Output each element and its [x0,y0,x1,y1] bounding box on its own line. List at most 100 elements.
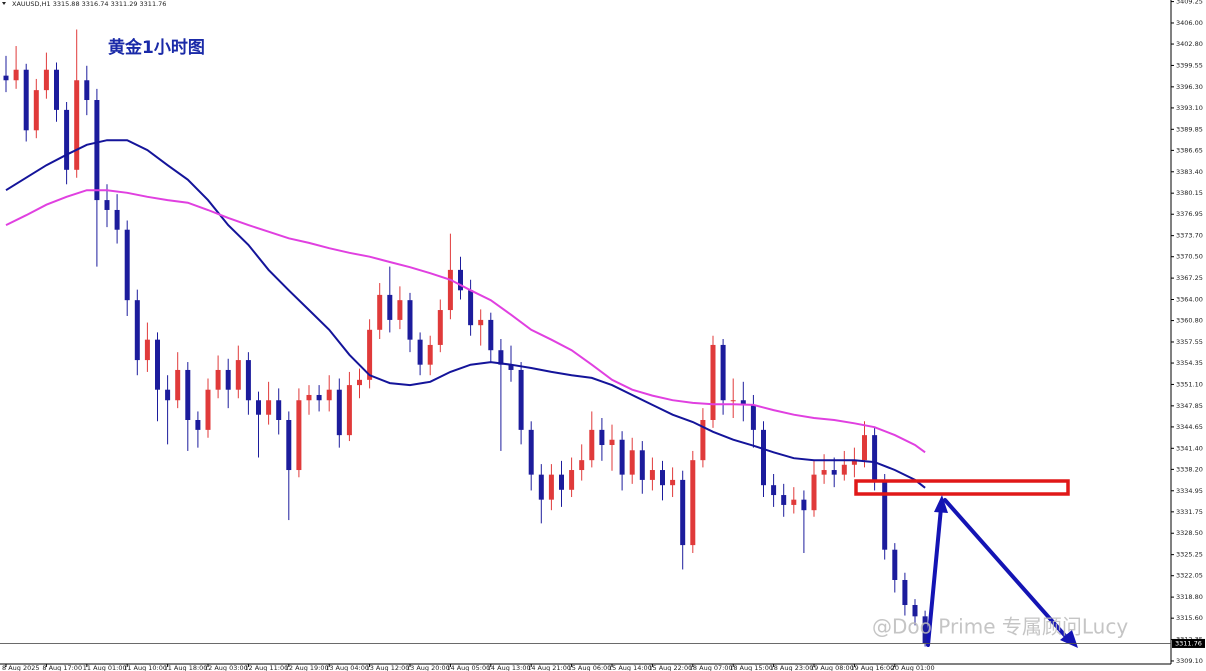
arrow-up [926,506,943,647]
candle-body [841,464,847,475]
y-tick-label: 3318.80 [1176,593,1203,601]
x-tick-label: 12 Aug 03:00 [204,664,248,671]
candle-body [680,479,686,546]
candle-body [185,369,191,420]
candle-body [195,419,201,430]
candle-body [730,400,736,402]
candle-body [781,495,787,505]
candle-body [245,360,251,401]
candle-body [306,394,312,401]
y-tick-label: 3309.10 [1176,657,1203,665]
candle-body [346,385,352,436]
candle-body [740,400,746,405]
y-tick-label: 3370.50 [1176,253,1203,261]
y-tick-label: 3386.65 [1176,146,1203,154]
candle-body [750,404,756,430]
candle-body [548,474,554,500]
candle-body [407,300,413,340]
plot-area [3,29,928,647]
candle-body [639,450,645,480]
y-tick-label: 3357.55 [1176,338,1203,346]
x-tick-label: 13 Aug 04:00 [325,664,369,671]
candle-body [134,300,140,361]
candle-body [468,290,474,326]
candle-body [33,90,39,131]
candle-body [114,209,120,230]
candle-body [670,479,676,486]
x-tick-label: 13 Aug 12:00 [366,664,410,671]
candle-body [478,319,484,326]
candle-body [912,605,918,617]
x-tick-label: 11 Aug 10:00 [123,664,167,671]
candle-body [377,294,383,330]
y-tick-label: 3393.10 [1176,104,1203,112]
x-tick-label: 11 Aug 01:00 [83,664,127,671]
y-tick-label: 3322.05 [1176,572,1203,580]
x-tick-label: 19 Aug 16:00 [850,664,894,671]
y-tick-label: 3338.20 [1176,465,1203,473]
candle-body [165,389,171,401]
candle-body [579,460,585,471]
candle-body [700,419,706,461]
candle-body [922,616,928,644]
candle-body [528,429,534,475]
chart-title: 黄金1小时图 [108,37,205,58]
candle-body [276,400,282,420]
candle-body [619,439,625,475]
x-tick-label: 15 Aug 14:00 [608,664,652,671]
candle-body [316,394,322,401]
moving-average [5,139,926,489]
y-tick-label: 3344.65 [1176,423,1203,431]
candle-body [124,229,130,301]
candle-body [175,369,181,401]
candle-body [84,80,90,101]
forecast-arrows [926,498,1070,647]
candle-body [821,470,827,475]
resistance-box [854,479,1070,496]
candle-body [64,109,70,170]
y-tick-label: 3389.85 [1176,125,1203,133]
candle-body [225,369,231,390]
candle-body [872,435,878,480]
candle-body [427,344,433,365]
candle-body [902,579,908,606]
candle-body [538,474,544,500]
candle-body [155,339,160,390]
header-icon [2,2,6,5]
candle-body [144,339,150,361]
y-tick-label: 3351.10 [1176,380,1203,388]
candle-body [215,369,221,390]
candle-body [326,389,332,401]
candle-body [23,69,29,131]
y-tick-label: 3376.95 [1176,210,1203,218]
candle-body [629,450,635,475]
candle-body [589,429,595,461]
candle-body [892,549,898,580]
candle-body [831,470,837,475]
candle-body [13,69,19,81]
candle-body [720,344,726,401]
y-tick-label: 3315.60 [1176,614,1203,622]
candle-body [104,200,110,210]
symbol-header: XAUUSD,H1 3315.88 3316.74 3311.29 3311.7… [12,0,166,8]
x-tick-label: 20 Aug 01:00 [891,664,935,671]
y-tick-label: 3409.25 [1176,0,1203,6]
x-tick-label: 8 Aug 17:00 [42,664,82,671]
candle-body [882,479,888,550]
y-tick-label: 3380.15 [1176,189,1203,197]
candle-body [851,460,857,465]
y-tick-label: 3406.00 [1176,19,1203,27]
candle-body [94,100,100,201]
y-tick-label: 3367.25 [1176,274,1203,282]
y-tick-label: 3347.85 [1176,402,1203,410]
y-tick-label: 3399.55 [1176,61,1203,69]
x-tick-label: 14 Aug 05:00 [446,664,490,671]
x-tick-label: 12 Aug 19:00 [285,664,329,671]
y-tick-label: 3325.25 [1176,551,1203,559]
x-tick-label: 12 Aug 11:00 [244,664,288,671]
candle-body [296,400,302,471]
x-tick-label: 18 Aug 23:00 [770,664,814,671]
candle-body [397,300,403,320]
